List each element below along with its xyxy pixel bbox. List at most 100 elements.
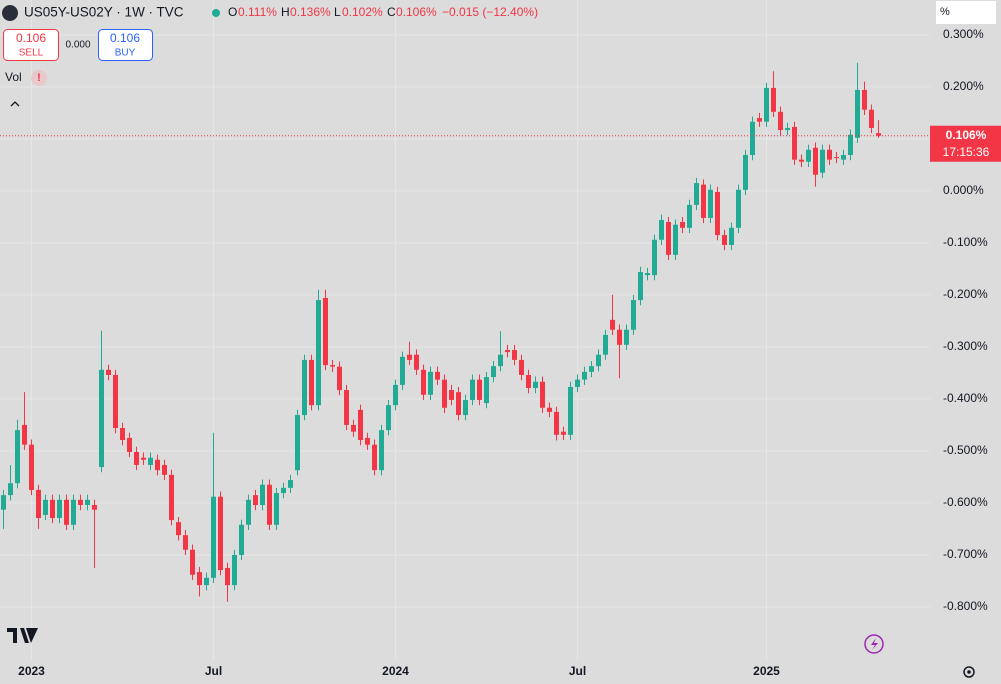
candle-body <box>687 204 692 228</box>
collapse-toggle[interactable] <box>10 101 20 107</box>
candle-body <box>715 191 720 236</box>
x-tick-label: 2024 <box>382 664 409 678</box>
candle-body <box>1 495 6 510</box>
sell-label: SELL <box>19 48 44 59</box>
candle-body <box>92 505 97 510</box>
candle-body <box>358 409 363 440</box>
spread: 0.000 <box>65 40 90 51</box>
ohlc-key: O <box>228 5 237 19</box>
candle-body <box>281 487 286 494</box>
candle-body <box>225 567 230 586</box>
candle-body <box>29 444 34 490</box>
volume-warning[interactable] <box>31 70 47 86</box>
countdown: 17:15:36 <box>943 145 990 159</box>
candle-body <box>841 154 846 160</box>
candle-body <box>295 415 300 471</box>
candle-body <box>855 89 860 138</box>
ohlc-key: C <box>387 5 396 19</box>
sell-button[interactable] <box>3 29 59 61</box>
x-tick-label: 2025 <box>753 664 780 678</box>
candle-body <box>57 499 62 519</box>
candle-body <box>477 379 482 400</box>
candle-body <box>862 89 867 110</box>
candle-body <box>50 499 55 519</box>
candle-body <box>309 359 314 406</box>
candle-body <box>232 554 237 586</box>
lightning-button[interactable] <box>864 634 884 654</box>
candle-body <box>15 430 20 484</box>
candle-body <box>533 381 538 388</box>
candle-body <box>323 298 328 366</box>
candle-body <box>484 377 489 404</box>
candle-body <box>729 227 734 245</box>
candle-body <box>267 484 272 525</box>
candle-body <box>351 424 356 432</box>
candle-body <box>414 354 419 370</box>
y-tick-label: -0.700% <box>943 547 988 561</box>
buy-label: BUY <box>115 48 136 59</box>
candle-body <box>218 496 223 571</box>
candle-body <box>113 374 118 429</box>
candle-body <box>288 480 293 488</box>
candle-body <box>372 444 377 471</box>
candle-body <box>120 428 125 440</box>
candle-body <box>127 437 132 452</box>
candle-body <box>813 147 818 175</box>
candle-body <box>666 222 671 255</box>
logo[interactable] <box>7 628 38 643</box>
candle-body <box>519 359 524 375</box>
candle-body <box>435 371 440 380</box>
candle-body <box>71 499 76 525</box>
candle-body <box>694 183 699 205</box>
scale-mode-button[interactable] <box>936 1 996 24</box>
x-tick-label: Jul <box>569 664 586 678</box>
x-tick-label: Jul <box>205 664 222 678</box>
candle-body <box>820 149 825 173</box>
candle-body <box>260 484 265 506</box>
candle-body <box>302 359 307 416</box>
candle-body <box>428 371 433 395</box>
candle-body <box>582 371 587 380</box>
candle-body <box>498 354 503 367</box>
candle-body <box>253 495 258 506</box>
candle-body <box>337 366 342 391</box>
candle-body <box>78 499 83 506</box>
candle-body <box>652 239 657 276</box>
y-tick-label: -0.800% <box>943 599 988 613</box>
buy-button[interactable] <box>98 29 153 61</box>
buy-price: 0.106 <box>110 31 140 45</box>
candle-body <box>162 464 167 475</box>
candle-body <box>400 356 405 385</box>
y-tick-label: -0.600% <box>943 495 988 509</box>
candle-body <box>393 384 398 406</box>
ohlc-key: L <box>334 5 341 19</box>
candle-body <box>134 451 139 465</box>
candle-body <box>190 549 195 575</box>
candle-body <box>344 390 349 425</box>
candle-body <box>575 379 580 387</box>
candle-body <box>792 126 797 160</box>
candle-body <box>22 424 27 445</box>
y-tick-label: -0.500% <box>943 443 988 457</box>
ohlc-value: 0.111% <box>238 5 277 19</box>
candle-body <box>155 459 160 471</box>
settings-button[interactable] <box>963 666 975 678</box>
symbol-title[interactable]: US05Y-US02Y · 1W · TVC <box>24 5 184 20</box>
candle-body <box>169 474 174 521</box>
candle-body <box>547 407 552 412</box>
candle-body <box>379 430 384 471</box>
symbol-icon[interactable] <box>2 5 18 21</box>
candle-body <box>421 369 426 395</box>
candle-body <box>183 535 188 550</box>
y-tick-label: 0.300% <box>943 27 984 41</box>
candle-body <box>778 111 783 131</box>
candle-body <box>505 350 510 353</box>
candle-body <box>99 369 104 468</box>
candle-body <box>701 184 706 218</box>
candle-body <box>757 118 762 122</box>
grid <box>0 0 930 660</box>
candle-body <box>64 499 69 525</box>
volume-label[interactable]: Vol <box>5 70 22 84</box>
candle-body <box>624 329 629 345</box>
